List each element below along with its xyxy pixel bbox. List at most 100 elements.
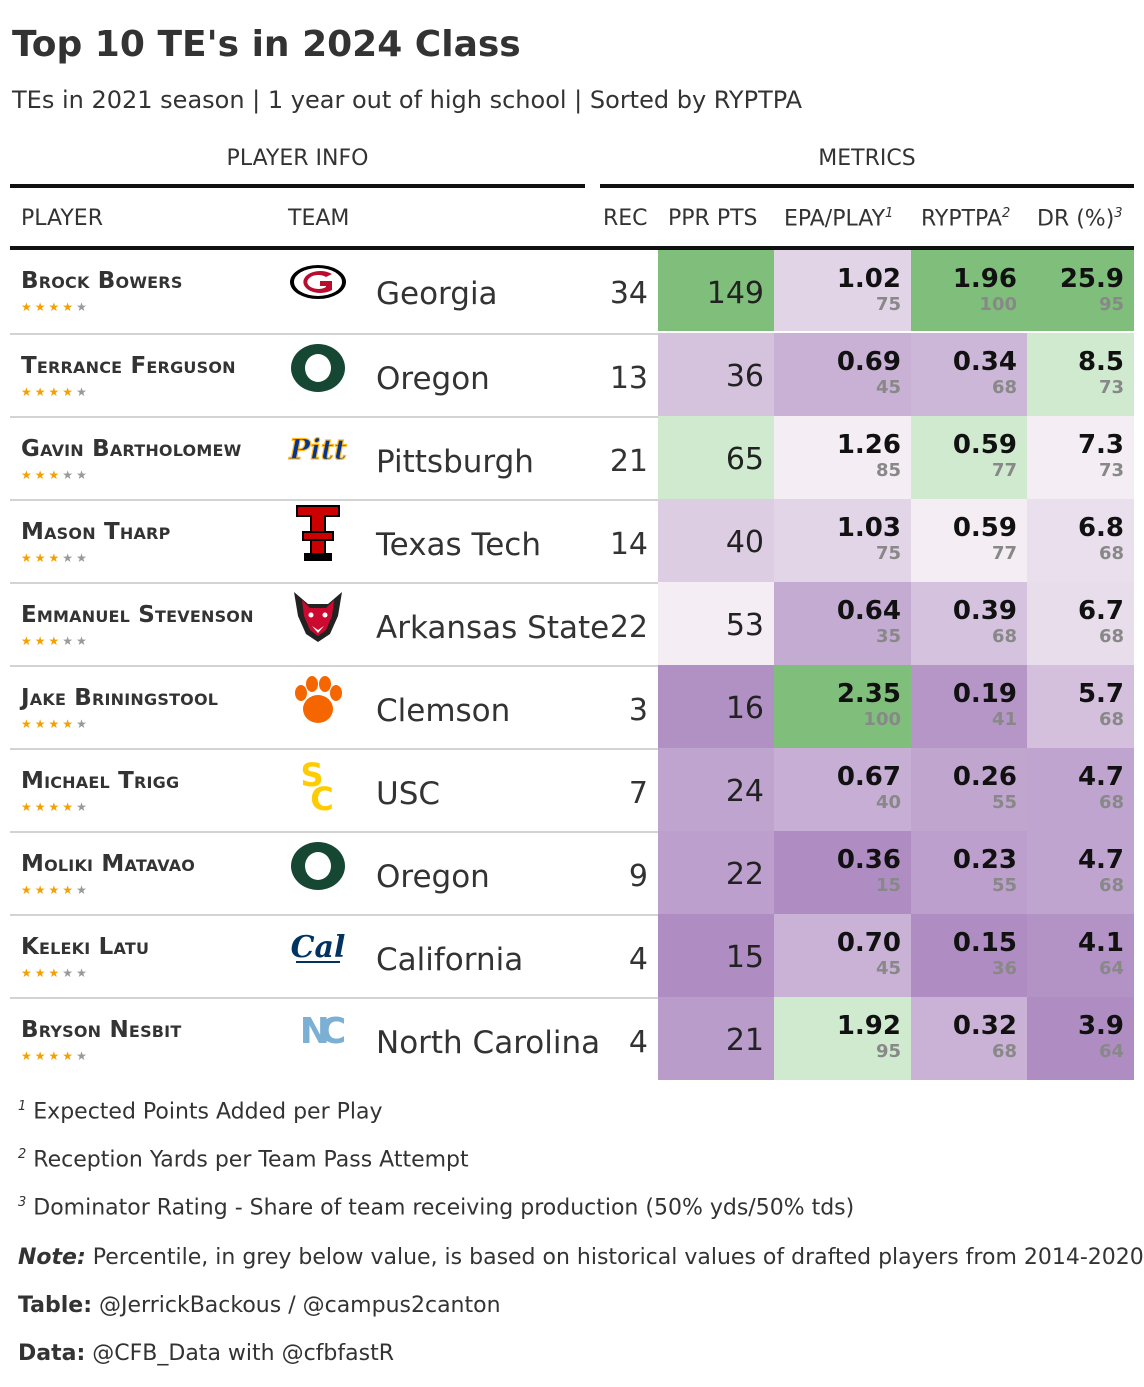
dr-percentile: 68 bbox=[1098, 709, 1124, 730]
col-header-dr-note: 3 bbox=[1114, 206, 1123, 221]
footnote-3-mark: 3 bbox=[18, 1195, 27, 1210]
dr-percentile: 68 bbox=[1098, 792, 1124, 813]
footnote-1-text: Expected Points Added per Play bbox=[33, 1099, 383, 1125]
epa-cell: 0.36 15 bbox=[774, 831, 911, 914]
ppr-cell: 65 bbox=[658, 416, 774, 499]
dr-cell: 4.7 68 bbox=[1027, 748, 1134, 831]
dr-percentile: 68 bbox=[1098, 626, 1124, 647]
team-name: Oregon bbox=[376, 361, 490, 397]
star-empty-icon: ★ bbox=[62, 634, 77, 648]
table-subtitle: TEs in 2021 season | 1 year out of high … bbox=[12, 86, 803, 114]
dr-value: 4.7 bbox=[1077, 762, 1124, 792]
rec-value: 13 bbox=[609, 361, 648, 396]
table-row: 22 0.36 15 0.23 55 4.7 68 Moliki Matavao ★★★★★ Or… bbox=[10, 831, 1134, 914]
note-text: Percentile, in grey below value, is base… bbox=[92, 1245, 1144, 1270]
rec-value: 4 bbox=[628, 1025, 648, 1060]
col-header-dr-label: DR (%) bbox=[1037, 206, 1115, 232]
texas-tech-logo bbox=[288, 503, 348, 561]
epa-percentile: 95 bbox=[875, 1041, 901, 1062]
star-filled-icon: ★ bbox=[34, 634, 49, 648]
ppr-value: 22 bbox=[725, 857, 764, 892]
ryptpa-value: 0.19 bbox=[952, 679, 1017, 709]
star-empty-icon: ★ bbox=[76, 800, 90, 814]
rec-value: 22 bbox=[609, 610, 648, 645]
ryptpa-percentile: 77 bbox=[991, 460, 1017, 481]
ppr-value: 36 bbox=[725, 359, 764, 394]
epa-value: 0.70 bbox=[836, 928, 901, 958]
ryptpa-percentile: 68 bbox=[991, 626, 1017, 647]
star-filled-icon: ★ bbox=[21, 800, 35, 814]
oregon-logo bbox=[288, 342, 348, 400]
epa-percentile: 75 bbox=[875, 294, 901, 315]
dr-percentile: 73 bbox=[1098, 377, 1124, 398]
col-header-rec: REC bbox=[603, 206, 648, 231]
epa-value: 0.36 bbox=[836, 845, 901, 875]
ryptpa-cell: 0.32 68 bbox=[911, 997, 1027, 1080]
star-filled-icon: ★ bbox=[48, 800, 63, 814]
spanner-player-info-line bbox=[10, 184, 585, 188]
col-header-epa-note: 1 bbox=[885, 206, 894, 221]
star-filled-icon: ★ bbox=[48, 551, 63, 565]
dr-percentile: 68 bbox=[1098, 875, 1124, 896]
ryptpa-cell: 0.19 41 bbox=[911, 665, 1027, 748]
footnote-data: Data: @CFB_Data with @cfbfastR bbox=[18, 1341, 394, 1366]
star-filled-icon: ★ bbox=[21, 468, 35, 482]
star-empty-icon: ★ bbox=[76, 634, 90, 648]
note-label: Note: bbox=[18, 1245, 86, 1270]
col-header-epa: EPA/PLAY1 bbox=[784, 206, 893, 231]
ryptpa-cell: 0.59 77 bbox=[911, 416, 1027, 499]
ryptpa-cell: 0.59 77 bbox=[911, 499, 1027, 582]
dr-percentile: 73 bbox=[1098, 460, 1124, 481]
ryptpa-cell: 0.34 68 bbox=[911, 333, 1027, 416]
dr-value: 25.9 bbox=[1059, 264, 1124, 294]
ryptpa-value: 0.34 bbox=[952, 347, 1017, 377]
epa-cell: 0.64 35 bbox=[774, 582, 911, 665]
team-name: Arkansas State bbox=[376, 610, 610, 646]
footnote-3: 3 Dominator Rating - Share of team recei… bbox=[18, 1195, 854, 1220]
ryptpa-cell: 0.23 55 bbox=[911, 831, 1027, 914]
table-row: 65 1.26 85 0.59 77 7.3 73 Gavin Bartholomew ★★★★… bbox=[10, 416, 1134, 499]
ryptpa-percentile: 100 bbox=[979, 294, 1017, 315]
table-row: 40 1.03 75 0.59 77 6.8 68 Mason Tharp ★★★★★ Texas… bbox=[10, 499, 1134, 582]
dr-percentile: 95 bbox=[1098, 294, 1124, 315]
col-header-ppr: PPR PTS bbox=[668, 206, 758, 231]
player-name: Jake Briningstool bbox=[21, 685, 219, 711]
ppr-value: 53 bbox=[725, 608, 764, 643]
epa-percentile: 40 bbox=[875, 792, 901, 813]
ppr-cell: 16 bbox=[658, 665, 774, 748]
rec-value: 14 bbox=[609, 527, 648, 562]
cal-logo: Cal bbox=[288, 926, 348, 984]
ryptpa-percentile: 41 bbox=[991, 709, 1017, 730]
dr-value: 6.8 bbox=[1077, 513, 1124, 543]
epa-percentile: 45 bbox=[875, 377, 901, 398]
svg-text:Pitt: Pitt bbox=[288, 433, 347, 466]
ryptpa-percentile: 68 bbox=[991, 1041, 1017, 1062]
spanner-metrics-line bbox=[600, 184, 1134, 188]
rec-value: 4 bbox=[628, 942, 648, 977]
star-rating: ★★★★★ bbox=[21, 966, 90, 980]
footnote-1: 1 Expected Points Added per Play bbox=[18, 1099, 383, 1124]
data-credit-label: Data: bbox=[18, 1341, 86, 1366]
header-rule bbox=[10, 246, 1134, 250]
rec-value: 9 bbox=[628, 859, 648, 894]
star-rating: ★★★★★ bbox=[21, 551, 90, 565]
ppr-value: 40 bbox=[725, 525, 764, 560]
star-filled-icon: ★ bbox=[21, 300, 35, 314]
epa-cell: 0.70 45 bbox=[774, 914, 911, 997]
georgia-logo bbox=[288, 262, 348, 320]
spanner-player-info: PLAYER INFO bbox=[226, 146, 369, 171]
star-rating: ★★★★★ bbox=[21, 385, 90, 399]
ryptpa-value: 0.26 bbox=[952, 762, 1017, 792]
ppr-cell: 53 bbox=[658, 582, 774, 665]
ppr-cell: 22 bbox=[658, 831, 774, 914]
star-filled-icon: ★ bbox=[48, 883, 63, 897]
epa-cell: 0.67 40 bbox=[774, 748, 911, 831]
ppr-value: 24 bbox=[725, 774, 764, 809]
epa-percentile: 35 bbox=[875, 626, 901, 647]
ryptpa-value: 0.32 bbox=[952, 1011, 1017, 1041]
dr-cell: 5.7 68 bbox=[1027, 665, 1134, 748]
star-filled-icon: ★ bbox=[34, 800, 49, 814]
dr-value: 7.3 bbox=[1077, 430, 1124, 460]
star-filled-icon: ★ bbox=[62, 717, 77, 731]
epa-percentile: 15 bbox=[875, 875, 901, 896]
